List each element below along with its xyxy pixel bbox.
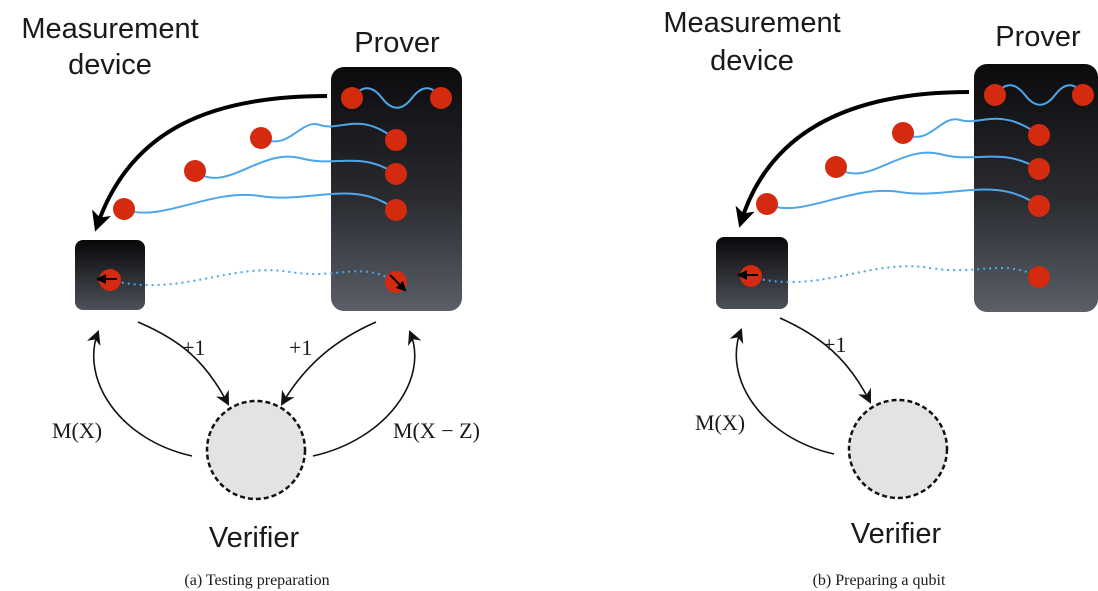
caption-b: (b) Preparing a qubit [813,572,946,589]
qubit [1072,84,1094,106]
qubit [250,127,272,149]
qubit [341,87,363,109]
epr-wire-3 [766,188,1040,210]
measure-x-arrow [729,327,835,455]
transfer-arrow [735,90,970,228]
qubit [184,160,206,182]
measurement-device-label-line1: Measurement [21,13,198,45]
prover-label: Prover [995,21,1081,53]
measurement-device-label-line2: device [68,49,152,81]
epr-wire-1 [902,117,1040,138]
epr-wire-2 [194,155,397,179]
qubit-in-prover [1028,266,1050,288]
qubit [756,193,778,215]
panel-b: Measurement device Prover Verifier M(X) … [663,7,1098,589]
qubit [385,199,407,221]
result-arrow-left [137,321,230,406]
epr-wire-1 [260,122,397,143]
transfer-arrow [92,94,328,232]
verifier-label: Verifier [851,518,942,550]
epr-wire-3 [123,192,397,214]
qubit [892,122,914,144]
prover-box [974,64,1098,312]
edge-label-mx: M(X) [52,418,102,443]
result-arrow [779,317,871,404]
epr-wire-2 [835,151,1040,175]
qubit [385,129,407,151]
spin-arrow-icon [389,274,407,292]
edge-label-mxz: M(X − Z) [393,418,480,443]
verifier-node [847,398,949,500]
edge-label-mx: M(X) [695,410,745,435]
caption-a: (a) Testing preparation [184,572,329,589]
qubit [385,163,407,185]
measure-xz-arrow [312,330,422,457]
prover-box [331,67,462,311]
qubit [984,84,1006,106]
qubit [1028,195,1050,217]
verifier-label: Verifier [209,522,300,554]
measurement-device-label-line1: Measurement [663,7,840,39]
measured-wire [750,265,1040,283]
measure-x-arrow [86,329,193,457]
edge-label-plus1-left: +1 [182,335,205,360]
result-arrow-right [280,321,377,406]
qubit [430,87,452,109]
qubit [113,198,135,220]
verifier-node [205,399,307,501]
measured-wire [109,269,397,287]
prover-label: Prover [354,27,440,59]
qubit [1028,158,1050,180]
epr-wire-inside-prover [351,87,442,109]
measurement-device-label-line2: device [710,45,794,77]
edge-label-plus1-right: +1 [289,335,312,360]
panel-a: Measurement device Prover Verifier [21,13,480,589]
qubit [825,156,847,178]
edge-label-plus1: +1 [823,332,846,357]
epr-wire-inside-prover [994,84,1084,106]
qubit [1028,124,1050,146]
